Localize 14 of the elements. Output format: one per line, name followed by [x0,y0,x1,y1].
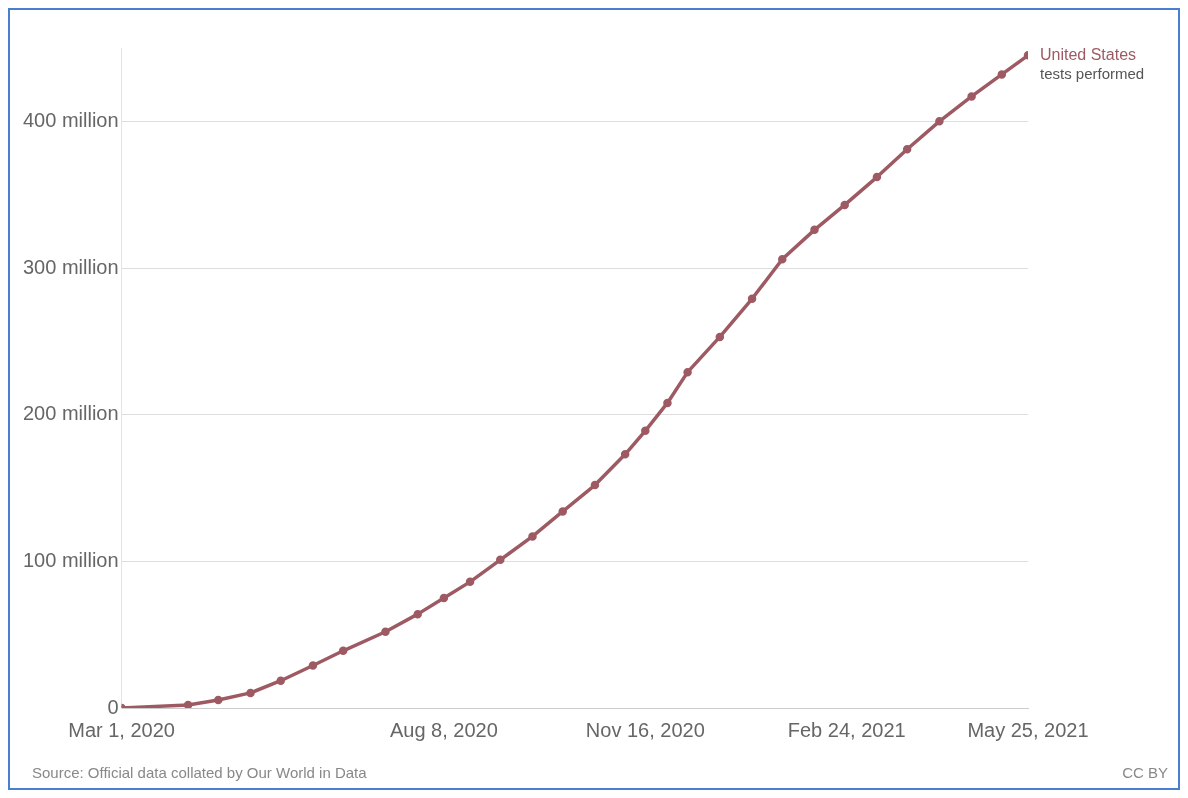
text: CC BY [1122,764,1168,782]
x-tick-label: Feb 24, 2021 [787,718,906,741]
y-tick-label: 0 [107,695,119,718]
x-tick-label: May 25, 2021 [967,718,1089,741]
series-label: United States [1040,45,1137,63]
x-tick-label: Aug 8, 2020 [389,718,498,741]
annotation: tests performed [1040,65,1145,83]
y-tick-label: 100 million [23,548,119,571]
y-tick-label: 200 million [23,402,119,425]
y-tick-label: 400 million [23,108,119,131]
x-tick-label: Mar 1, 2020 [68,718,175,741]
source-note: Source: Official data collated by Our World in Data [32,764,368,782]
x-tick-label: Nov 16, 2020 [585,718,705,741]
y-tick-label: 300 million [23,255,119,278]
